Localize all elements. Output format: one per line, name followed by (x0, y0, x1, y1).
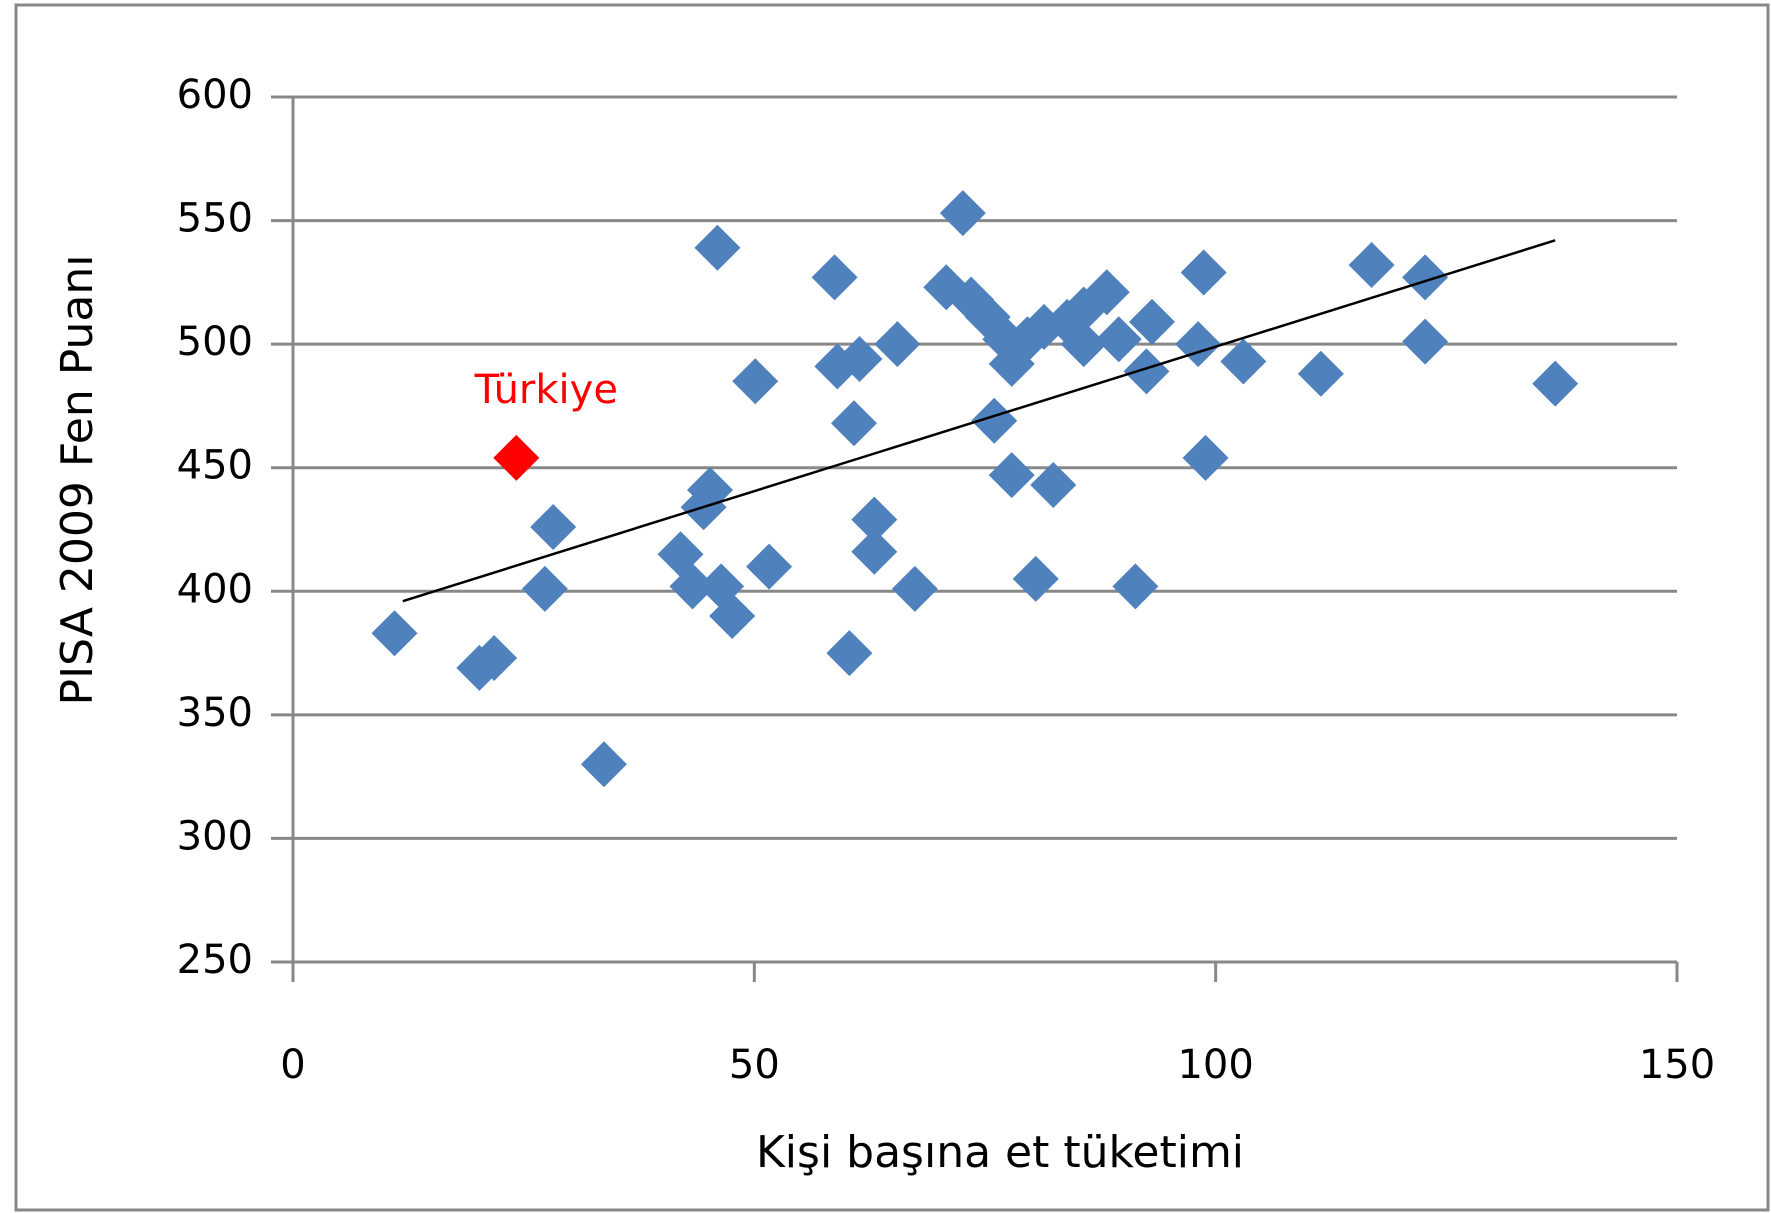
point (1402, 254, 1449, 301)
point (971, 397, 1018, 444)
y-tick-label: 500 (177, 319, 253, 365)
point (1112, 563, 1159, 610)
point (471, 635, 518, 682)
y-tick-label: 350 (177, 690, 253, 736)
point (732, 358, 779, 405)
point (1220, 338, 1267, 385)
y-tick-label: 550 (177, 196, 253, 242)
point (826, 630, 873, 677)
point (874, 321, 921, 368)
y-tick-label: 400 (177, 566, 253, 612)
point (371, 610, 418, 657)
point (521, 565, 568, 612)
point (530, 504, 577, 551)
trendline (402, 239, 1556, 603)
point (493, 434, 540, 481)
point (836, 335, 883, 382)
point (1083, 269, 1130, 316)
x-tick-label: 100 (1177, 1042, 1253, 1088)
point (851, 528, 898, 575)
point (1012, 555, 1059, 602)
point (580, 741, 627, 788)
point (1095, 316, 1142, 363)
point (1348, 242, 1395, 289)
point (1180, 249, 1227, 296)
x-tick-label: 150 (1639, 1042, 1715, 1088)
y-axis-title: PISA 2009 Fen Puanı (52, 255, 103, 706)
x-axis-title: Kişi başına et tüketimi (756, 1127, 1244, 1178)
point (694, 224, 741, 271)
point (1123, 348, 1170, 395)
x-tick-label: 0 (280, 1042, 305, 1088)
point (709, 593, 756, 639)
point (939, 190, 986, 237)
point (988, 452, 1035, 499)
point (1402, 318, 1449, 365)
point (1532, 360, 1579, 407)
y-tick-label: 300 (177, 813, 253, 859)
point (851, 496, 898, 543)
x-tick-label: 50 (729, 1042, 780, 1088)
point (1030, 462, 1077, 509)
point (1297, 350, 1344, 397)
y-tick-label: 250 (177, 937, 253, 983)
point (1182, 434, 1229, 481)
point (891, 565, 938, 612)
point (830, 400, 877, 447)
point (1060, 321, 1107, 368)
point (746, 543, 793, 590)
y-tick-label: 450 (177, 443, 253, 489)
point (811, 254, 858, 301)
point (669, 563, 716, 610)
y-tick-label: 600 (177, 72, 253, 118)
chart-frame (14, 3, 1770, 1212)
point (1129, 298, 1176, 345)
point-label: Türkiye (474, 367, 618, 413)
